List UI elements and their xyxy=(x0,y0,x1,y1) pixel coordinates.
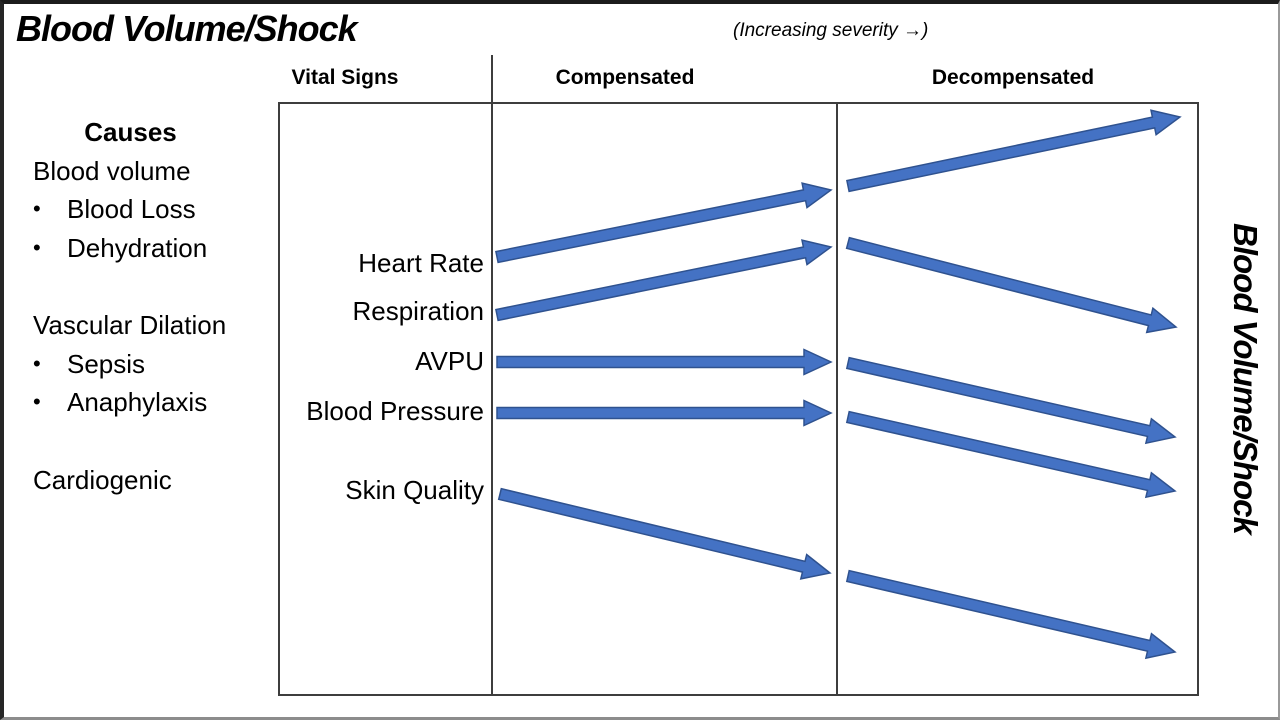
right-vertical-caption: Blood Volume/Shock xyxy=(1227,222,1264,534)
causes-group-label: Cardiogenic xyxy=(33,464,172,495)
causes-heading: Causes xyxy=(84,117,177,147)
causes-group-1: Vascular Dilation • Sepsis • Anaphylaxis xyxy=(33,306,273,422)
vital-sign-label-blood-pressure: Blood Pressure xyxy=(306,396,484,426)
column-header-vital-signs: Vital Signs xyxy=(291,66,399,89)
cause-item-label: Dehydration xyxy=(67,232,208,263)
vital-sign-label-avpu: AVPU xyxy=(415,346,484,376)
cause-item: • Sepsis xyxy=(33,345,273,384)
causes-panel: Causes Blood volume • Blood Loss • Dehydrati… xyxy=(33,113,273,499)
column-header-compensated: Compensated xyxy=(555,66,695,89)
page-title: Blood Volume/Shock xyxy=(16,8,358,49)
severity-annotation: (Increasing severity →) xyxy=(733,20,929,41)
vital-sign-label-respiration: Respiration xyxy=(352,296,484,326)
causes-group-label: Blood volume xyxy=(33,155,191,186)
vital-sign-label-skin-quality: Skin Quality xyxy=(345,475,484,505)
vital-sign-label-heart-rate: Heart Rate xyxy=(358,248,484,278)
causes-groups: Blood volume • Blood Loss • Dehydration Vascu… xyxy=(33,152,273,500)
cause-item-label: Anaphylaxis xyxy=(67,387,208,417)
cause-item: • Dehydration xyxy=(33,229,273,268)
column-header-decompensated: Decompensated xyxy=(931,66,1095,89)
cause-item-label: Sepsis xyxy=(67,348,146,379)
cause-item-label: Blood Loss xyxy=(67,194,196,224)
table-outline xyxy=(278,102,1199,696)
cause-item: • Blood Loss xyxy=(33,190,273,229)
causes-group-0: Blood volume • Blood Loss • Dehydration xyxy=(33,152,273,268)
causes-group-label: Vascular Dilation xyxy=(33,310,227,340)
table-divider-1 xyxy=(491,55,493,694)
cause-item: • Anaphylaxis xyxy=(33,383,273,422)
bullet-icon: • xyxy=(33,389,41,414)
bullet-icon: • xyxy=(33,234,41,260)
bullet-icon: • xyxy=(33,350,41,376)
causes-group-2: Cardiogenic xyxy=(33,461,273,500)
bullet-icon: • xyxy=(33,196,41,221)
table-divider-2 xyxy=(836,102,838,694)
